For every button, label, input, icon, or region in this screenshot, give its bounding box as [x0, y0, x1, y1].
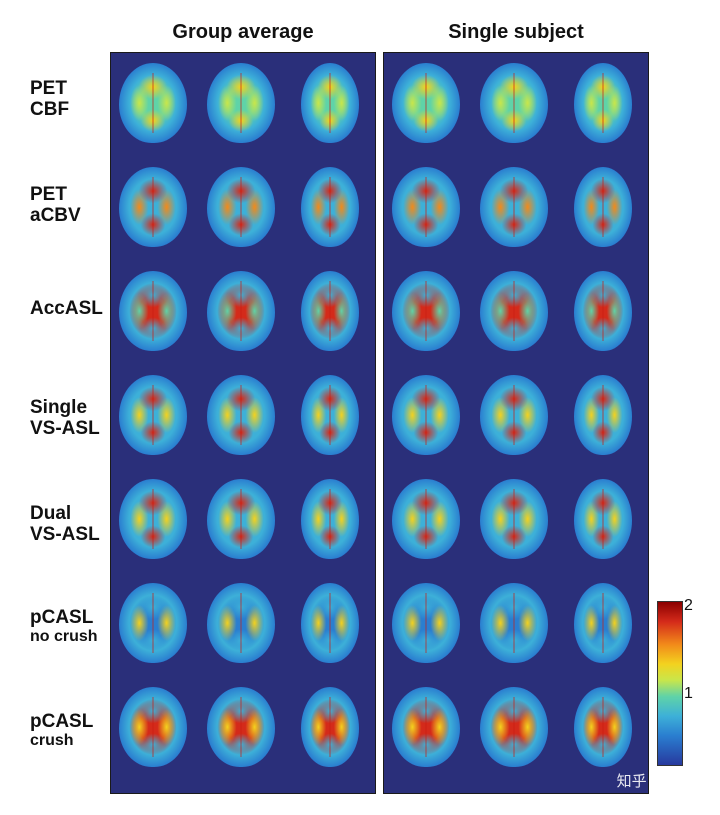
brain-slice-single-row4-col1: [392, 375, 460, 455]
brain-slice-group-row3-col2: [207, 271, 275, 351]
brain-slice-single-row7-col3: [574, 687, 632, 767]
brain-slice-single-row3-col3: [574, 271, 632, 351]
colorbar: [657, 601, 683, 766]
row-label-dual-vs-asl: Dual VS-ASL: [30, 503, 100, 546]
brain-slice-single-row5-col1: [392, 479, 460, 559]
brain-slice-single-row4-col3: [574, 375, 632, 455]
brain-slice-group-row6-col3: [301, 583, 359, 663]
row-label-accasl: AccASL: [30, 298, 103, 319]
row-label-single-vs-asl: Single VS-ASL: [30, 397, 100, 440]
brain-slice-group-row5-col1: [119, 479, 187, 559]
colorbar-mid-label: 1: [684, 685, 693, 702]
colorbar-max-label: 2: [684, 597, 693, 614]
brain-slice-single-row1-col2: [480, 63, 548, 143]
brain-slice-single-row1-col3: [574, 63, 632, 143]
row-label-pcasl-no-crush: pCASL no crush: [30, 607, 98, 646]
brain-slice-group-row6-col2: [207, 583, 275, 663]
brain-slice-group-row3-col1: [119, 271, 187, 351]
row-label-pet-cbf: PET CBF: [30, 78, 70, 121]
brain-slice-group-row5-col2: [207, 479, 275, 559]
brain-slice-group-row5-col3: [301, 479, 359, 559]
brain-slice-group-row6-col1: [119, 583, 187, 663]
brain-slice-single-row1-col1: [392, 63, 460, 143]
brain-slice-group-row3-col3: [301, 271, 359, 351]
brain-slice-single-row2-col2: [480, 167, 548, 247]
brain-slice-group-row2-col1: [119, 167, 187, 247]
brain-slice-single-row2-col3: [574, 167, 632, 247]
brain-slice-group-row7-col1: [119, 687, 187, 767]
brain-slice-group-row1-col1: [119, 63, 187, 143]
brain-slice-group-row2-col3: [301, 167, 359, 247]
group-average-panel: [110, 52, 376, 794]
brain-slice-single-row5-col3: [574, 479, 632, 559]
brain-slice-group-row4-col1: [119, 375, 187, 455]
brain-slice-group-row1-col3: [301, 63, 359, 143]
single-subject-panel: [383, 52, 649, 794]
brain-slice-single-row6-col2: [480, 583, 548, 663]
brain-slice-single-row2-col1: [392, 167, 460, 247]
brain-slice-single-row7-col1: [392, 687, 460, 767]
row-label-pet-acbv: PET aCBV: [30, 184, 81, 227]
group-average-header: Group average: [172, 21, 314, 43]
brain-slice-single-row6-col1: [392, 583, 460, 663]
brain-slice-single-row6-col3: [574, 583, 632, 663]
brain-slice-group-row7-col2: [207, 687, 275, 767]
watermark: 知乎 @思影: [616, 773, 696, 790]
row-label-pcasl-crush: pCASL crush: [30, 711, 94, 750]
brain-slice-group-row4-col3: [301, 375, 359, 455]
brain-slice-group-row1-col2: [207, 63, 275, 143]
brain-slice-group-row2-col2: [207, 167, 275, 247]
brain-slice-single-row4-col2: [480, 375, 548, 455]
brain-slice-single-row7-col2: [480, 687, 548, 767]
brain-slice-group-row4-col2: [207, 375, 275, 455]
single-subject-header: Single subject: [448, 21, 584, 43]
brain-slice-single-row3-col1: [392, 271, 460, 351]
brain-slice-group-row7-col3: [301, 687, 359, 767]
brain-slice-single-row3-col2: [480, 271, 548, 351]
brain-slice-single-row5-col2: [480, 479, 548, 559]
